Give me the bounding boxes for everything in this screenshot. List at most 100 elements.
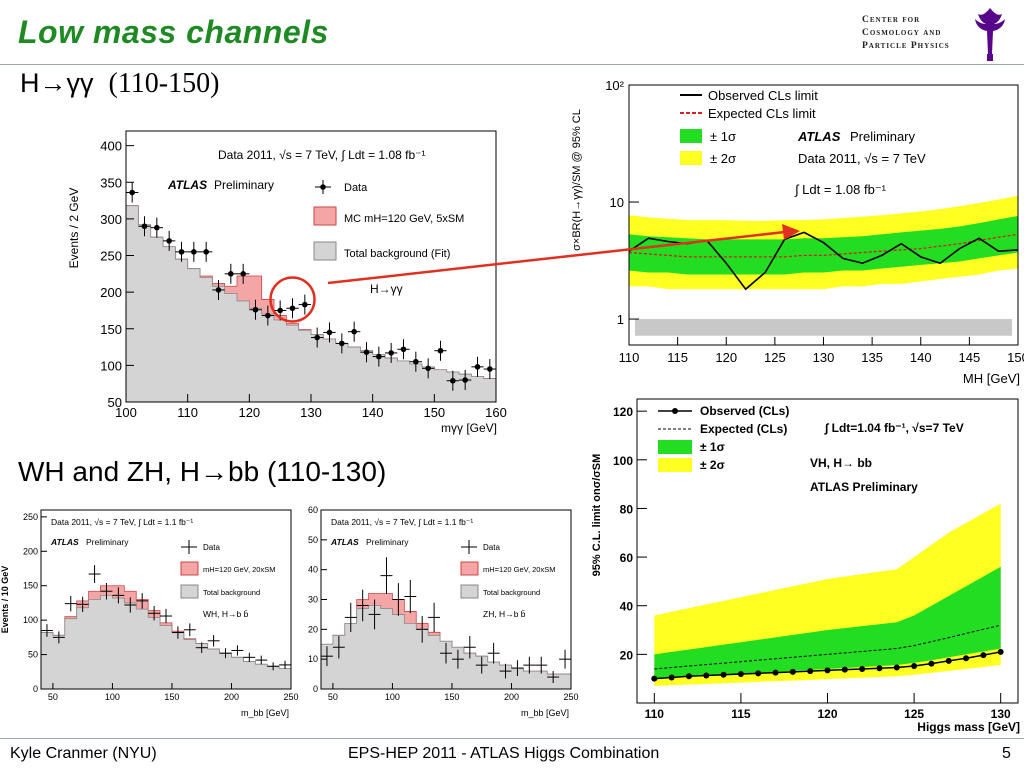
zh-xtick-label: 200 bbox=[504, 692, 519, 702]
vh-limit-observed-marker bbox=[772, 669, 779, 676]
wh-data-point bbox=[100, 583, 113, 600]
myy-legend-bkg-label: Total background (Fit) bbox=[344, 248, 450, 260]
wh-xtick-label: 200 bbox=[224, 692, 239, 702]
logo-text: Center for Cosmology and Particle Physic… bbox=[862, 14, 950, 53]
zh-data-point bbox=[547, 671, 560, 684]
wh-ylabel: Events / 10 GeV bbox=[0, 566, 10, 634]
footer-conference: EPS-HEP 2011 - ATLAS Higgs Combination bbox=[348, 745, 660, 762]
yy-limit-ytick-label: 1 bbox=[617, 312, 624, 327]
zh-data-point bbox=[356, 589, 369, 622]
myy-xtick-label: 150 bbox=[423, 405, 445, 420]
wh-xtick-label: 150 bbox=[164, 692, 179, 702]
wh-ytick-label: 250 bbox=[23, 512, 38, 522]
myy-annotation-lumi: Data 2011, √s = 7 TeV, ∫ Ldt = 1.08 fb⁻¹ bbox=[218, 148, 425, 162]
wh-data-point bbox=[207, 635, 220, 647]
vh-limit-observed-marker bbox=[703, 672, 710, 679]
myy-xtick-label: 120 bbox=[238, 405, 260, 420]
myy-data-point bbox=[459, 370, 472, 391]
wh-data-point bbox=[160, 608, 172, 624]
myy-data-point bbox=[126, 182, 139, 203]
zh-data-point bbox=[475, 656, 488, 674]
wh-channel-label: WH, H→b b̄ bbox=[203, 609, 249, 619]
yy-legend-1sigma-label: ± 1σ bbox=[710, 129, 736, 144]
footer-author: Kyle Cranmer (NYU) bbox=[10, 745, 157, 762]
vh-limit-observed-marker bbox=[945, 657, 952, 664]
zh-data-point bbox=[487, 642, 500, 664]
zh-preliminary-label: Preliminary bbox=[366, 537, 409, 547]
myy-data-marker bbox=[129, 189, 135, 196]
myy-data-point bbox=[286, 298, 299, 319]
myy-data-marker bbox=[351, 328, 357, 335]
wh-data-point bbox=[124, 597, 137, 613]
zh-data-point bbox=[404, 579, 417, 614]
zh-ytick-label: 30 bbox=[308, 595, 318, 605]
zh-xtick-label: 100 bbox=[385, 692, 400, 702]
wh-data-point bbox=[231, 645, 244, 656]
vh-limit-observed-marker bbox=[789, 668, 796, 675]
myy-data-point bbox=[175, 241, 188, 262]
zh-xtick-label: 50 bbox=[328, 692, 338, 702]
myy-data-marker bbox=[425, 365, 431, 372]
myy-data-marker bbox=[314, 334, 320, 341]
vh-limit-expected-line bbox=[654, 624, 1001, 670]
myy-data-marker bbox=[302, 301, 308, 308]
zh-xtick-label: 250 bbox=[563, 692, 578, 702]
vh-limit-xtick-label: 115 bbox=[731, 707, 751, 721]
zh-legend-bkg-label: Total background bbox=[483, 588, 540, 597]
myy-data-point bbox=[360, 342, 373, 363]
section-heading-hyy-channel: H→γγ bbox=[20, 68, 94, 98]
wh-data-point bbox=[267, 662, 280, 671]
myy-xtick-label: 130 bbox=[300, 405, 322, 420]
myy-data-point bbox=[150, 217, 163, 238]
vh-limit-1sigma-band bbox=[654, 566, 1001, 679]
zh-legend-signal-swatch bbox=[460, 561, 479, 576]
myy-legend-data bbox=[315, 180, 331, 194]
yy-limit-ylabel: σ×BR(H→γγ)/SM @ 95% CL bbox=[571, 109, 583, 251]
zh-data-point bbox=[416, 615, 429, 643]
yy-limit-xtick-label: 125 bbox=[764, 350, 786, 365]
yy-limit-xtick-label: 135 bbox=[861, 350, 883, 365]
myy-data-point bbox=[212, 279, 225, 300]
yy-limit-ytick-label: 10 bbox=[610, 195, 624, 210]
wh-annotation-lumi: Data 2011, √s = 7 TeV, ∫ Ldt = 1.1 fb⁻¹ bbox=[51, 517, 193, 527]
zh-data-point bbox=[380, 557, 393, 595]
myy-data-point bbox=[471, 356, 484, 377]
zh-data-point bbox=[332, 636, 345, 659]
myy-data-marker bbox=[363, 349, 370, 355]
zh-legend-bkg-swatch bbox=[460, 584, 479, 599]
vh-legend-2sigma-swatch bbox=[658, 458, 692, 472]
myy-legend-bkg-swatch bbox=[313, 241, 337, 261]
myy-ytick-label: 50 bbox=[108, 395, 122, 410]
myy-legend-signal-swatch bbox=[313, 206, 337, 226]
wh-legend-bkg-swatch bbox=[180, 584, 199, 599]
footer-page-number: 5 bbox=[1002, 745, 1011, 762]
wh-background-histogram bbox=[40, 594, 292, 690]
wh-data-point bbox=[52, 631, 65, 644]
yy-limit-1sigma-band bbox=[629, 215, 1018, 275]
yy-limit-ytick-label: 10² bbox=[605, 78, 624, 93]
wh-data-point bbox=[279, 660, 291, 669]
myy-data-marker bbox=[339, 340, 345, 347]
myy-legend-signal-label: MC mH=120 GeV, 5xSM bbox=[344, 213, 464, 225]
wh-atlas-label: ATLAS bbox=[50, 537, 79, 547]
myy-data-marker bbox=[154, 224, 160, 231]
myy-data-point bbox=[249, 299, 262, 320]
myy-data-point bbox=[348, 321, 361, 342]
vh-annotation-lumi: ∫ Ldt=1.04 fb⁻¹, √s=7 TeV bbox=[824, 421, 964, 435]
myy-data-point bbox=[237, 263, 250, 284]
vh-legend-2sigma-label: ± 2σ bbox=[700, 458, 725, 472]
wh-ytick-label: 50 bbox=[28, 650, 38, 660]
myy-xtick-label: 160 bbox=[485, 405, 507, 420]
vh-legend-observed bbox=[658, 408, 692, 414]
vh-legend-1sigma-label: ± 1σ bbox=[700, 440, 725, 454]
yy-legend-observed-label: Observed CLs limit bbox=[708, 88, 818, 103]
myy-data-marker bbox=[141, 223, 148, 230]
vh-limit-xtick-label: 120 bbox=[817, 707, 837, 721]
logo-line-3: Particle Physics bbox=[862, 41, 950, 51]
zh-data-point bbox=[368, 599, 381, 630]
myy-channel-label: H→γγ bbox=[370, 282, 403, 296]
vh-limit-observed-marker bbox=[685, 673, 692, 680]
yy-legend-1sigma-swatch bbox=[680, 129, 702, 143]
zh-ytick-label: 40 bbox=[308, 565, 318, 575]
wh-data-point bbox=[136, 593, 149, 609]
